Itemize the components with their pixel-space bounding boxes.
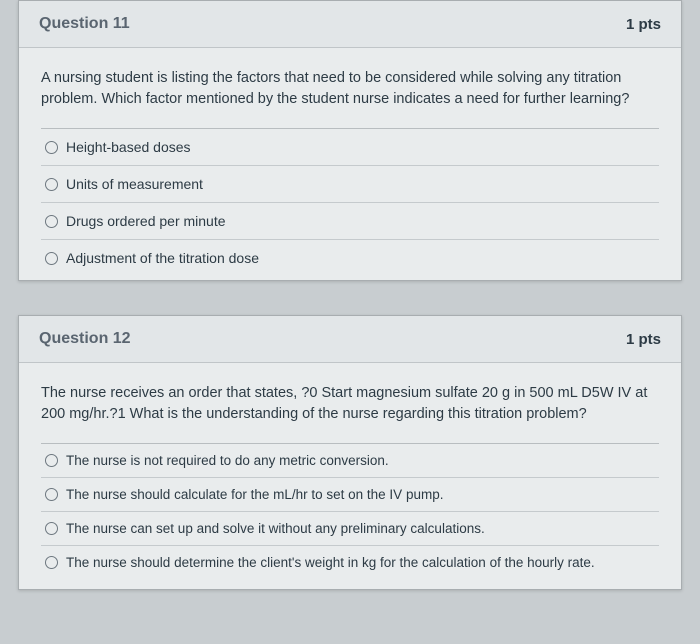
question-prompt: A nursing student is listing the factors… <box>41 68 659 110</box>
radio-icon[interactable] <box>45 556 58 569</box>
question-header: Question 12 1 pts <box>19 316 681 363</box>
radio-icon[interactable] <box>45 178 58 191</box>
answer-text: Drugs ordered per minute <box>66 213 226 229</box>
answer-text: The nurse should determine the client's … <box>66 555 595 570</box>
question-prompt: The nurse receives an order that states,… <box>41 383 659 425</box>
radio-icon[interactable] <box>45 215 58 228</box>
question-12-wrap: Question 12 1 pts The nurse receives an … <box>18 315 682 590</box>
radio-icon[interactable] <box>45 488 58 501</box>
answer-text: The nurse can set up and solve it withou… <box>66 521 485 536</box>
question-body: A nursing student is listing the factors… <box>19 48 681 280</box>
question-card-12: Question 12 1 pts The nurse receives an … <box>18 315 682 590</box>
question-header: Question 11 1 pts <box>19 1 681 48</box>
question-points: 1 pts <box>626 16 661 33</box>
radio-icon[interactable] <box>45 252 58 265</box>
answer-text: The nurse is not required to do any metr… <box>66 453 389 468</box>
answer-text: Height-based doses <box>66 139 191 155</box>
answer-option[interactable]: Height-based doses <box>41 129 659 166</box>
answer-option[interactable]: The nurse is not required to do any metr… <box>41 444 659 478</box>
question-body: The nurse receives an order that states,… <box>19 363 681 589</box>
answer-text: Units of measurement <box>66 176 203 192</box>
question-title: Question 11 <box>39 15 130 33</box>
question-card-11: Question 11 1 pts A nursing student is l… <box>18 0 682 281</box>
answer-option[interactable]: Units of measurement <box>41 166 659 203</box>
answers-list: Height-based doses Units of measurement … <box>41 128 659 276</box>
answer-text: The nurse should calculate for the mL/hr… <box>66 487 443 502</box>
answer-text: Adjustment of the titration dose <box>66 250 259 266</box>
radio-icon[interactable] <box>45 454 58 467</box>
answer-option[interactable]: The nurse should calculate for the mL/hr… <box>41 478 659 512</box>
question-title: Question 12 <box>39 330 131 348</box>
question-11-wrap: Question 11 1 pts A nursing student is l… <box>18 0 682 281</box>
radio-icon[interactable] <box>45 141 58 154</box>
answer-option[interactable]: The nurse should determine the client's … <box>41 546 659 579</box>
question-points: 1 pts <box>626 331 661 348</box>
answer-option[interactable]: Adjustment of the titration dose <box>41 240 659 276</box>
answers-list: The nurse is not required to do any metr… <box>41 443 659 579</box>
answer-option[interactable]: Drugs ordered per minute <box>41 203 659 240</box>
radio-icon[interactable] <box>45 522 58 535</box>
answer-option[interactable]: The nurse can set up and solve it withou… <box>41 512 659 546</box>
